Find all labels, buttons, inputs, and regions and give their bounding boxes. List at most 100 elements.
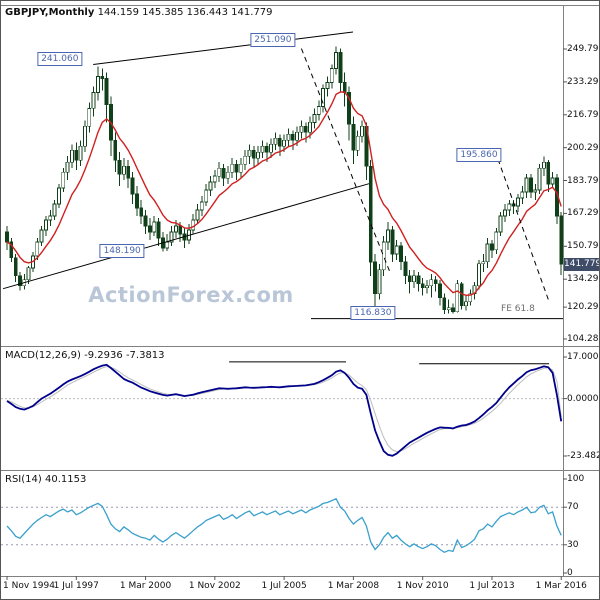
candle-body [13, 257, 18, 277]
candle-body [269, 143, 274, 153]
macd-label: MACD(12,26,9) [5, 350, 81, 361]
rsi-line [6, 497, 562, 554]
price-annotation[interactable]: 241.060 [37, 51, 83, 66]
time-axis-label: 1 Jul 2005 [261, 581, 307, 591]
rsi-axis-label: 30 [567, 539, 579, 550]
candle-body [537, 167, 542, 191]
macd-signal-value: -7.3813 [125, 350, 165, 361]
fib-extension-label[interactable]: FE 61.8 [501, 304, 535, 315]
candle-body [524, 177, 529, 193]
candle-body [316, 106, 321, 115]
candle-body [481, 261, 486, 265]
price-annotation[interactable]: 251.090 [250, 33, 296, 48]
candle-body [386, 229, 390, 243]
price-axis-label: 200.295 [567, 142, 599, 153]
candle-body [477, 263, 481, 287]
candle-body [438, 283, 442, 299]
price-annotation[interactable]: 148.190 [99, 244, 145, 259]
ohlc-values: 144.159 145.385 136.443 141.779 [97, 7, 273, 18]
time-axis-label: 1 Mar 2008 [327, 581, 380, 591]
candle-body [498, 215, 503, 233]
macd-axis-label: 0.0000 [567, 393, 599, 404]
candle-body [39, 229, 44, 243]
candle-body [217, 167, 222, 177]
candle-body [360, 125, 365, 137]
candle-body [251, 149, 256, 159]
candle-body [542, 161, 546, 169]
candle-body [468, 293, 473, 303]
candle-body [403, 261, 408, 277]
candle-body [485, 243, 490, 263]
candle-body [351, 123, 356, 151]
candle-body [104, 78, 109, 105]
candle-body [290, 133, 295, 141]
candle-body [143, 215, 148, 227]
price-axis-label: 104.285 [567, 334, 599, 344]
candle-body [134, 193, 139, 209]
candle-body [35, 241, 40, 257]
macd-axis-label: -23.4823 [567, 450, 599, 461]
candle-body [139, 207, 144, 217]
candle-body [308, 121, 313, 133]
rsi-header: RSI(14) 40.1153 [5, 474, 86, 485]
price-axis-label: 134.295 [567, 274, 599, 285]
candle-body [78, 145, 83, 161]
candle-body [9, 241, 14, 259]
candle-body [44, 219, 48, 231]
candle-body [286, 133, 291, 141]
candle-body [204, 189, 209, 203]
candle-body [442, 297, 447, 311]
candle-body [264, 145, 269, 153]
candle-body [130, 177, 135, 195]
macd-signal-line [6, 365, 562, 453]
candle-body [368, 165, 373, 263]
candle-body [83, 125, 87, 147]
candle-body [507, 203, 512, 211]
candle-body [122, 165, 126, 175]
price-annotation[interactable]: 116.830 [350, 306, 396, 321]
price-axis-label: 167.295 [567, 208, 599, 219]
candle-body [394, 245, 399, 255]
macd-header: MACD(12,26,9) -9.2936 -7.3813 [5, 350, 165, 361]
candle-body [277, 137, 282, 147]
swing-projection-2[interactable] [497, 159, 550, 302]
resistance-trendline[interactable] [93, 31, 354, 65]
candle-body [464, 301, 468, 307]
price-annotation[interactable]: 195.860 [456, 148, 502, 163]
candle-body [325, 82, 330, 89]
price-axis-label: 216.795 [567, 109, 599, 120]
candle-body [546, 161, 551, 185]
candle-body [221, 167, 226, 179]
candle-body [65, 161, 70, 173]
candle-body [342, 82, 347, 93]
candle-body [399, 245, 403, 263]
candle-body [416, 275, 421, 285]
candle-body [303, 125, 308, 133]
symbol-timeframe: GBPJPY,Monthly [5, 7, 95, 18]
candle-body [273, 137, 278, 145]
candle-body [199, 201, 204, 211]
candle-body [373, 261, 378, 295]
candle-body [91, 92, 96, 109]
candle-body [178, 225, 183, 235]
candle-body [100, 76, 105, 79]
candle-body [70, 149, 74, 163]
candle-body [87, 108, 92, 127]
candle-body [191, 219, 196, 231]
candle-body [243, 155, 248, 165]
price-axis-label: 233.295 [567, 76, 599, 87]
candle-body [52, 203, 57, 217]
candle-body [234, 163, 239, 173]
candle-body [516, 197, 520, 207]
candle-body [529, 177, 533, 193]
swing-projection-1[interactable] [300, 48, 391, 273]
candle-body [195, 209, 200, 221]
macd-axis-label: 17.0007 [567, 352, 599, 362]
moving-average-line [6, 91, 562, 297]
time-axis-label: 1 Mar 2000 [119, 581, 172, 591]
candle-body [425, 285, 429, 289]
candle-body [312, 114, 317, 123]
candle-body [247, 149, 252, 157]
support-trendline[interactable] [2, 183, 370, 290]
